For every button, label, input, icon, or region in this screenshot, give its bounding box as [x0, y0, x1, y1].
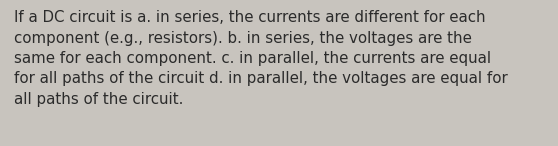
Text: If a DC circuit is a. in series, the currents are different for each
component (: If a DC circuit is a. in series, the cur…: [14, 10, 508, 107]
